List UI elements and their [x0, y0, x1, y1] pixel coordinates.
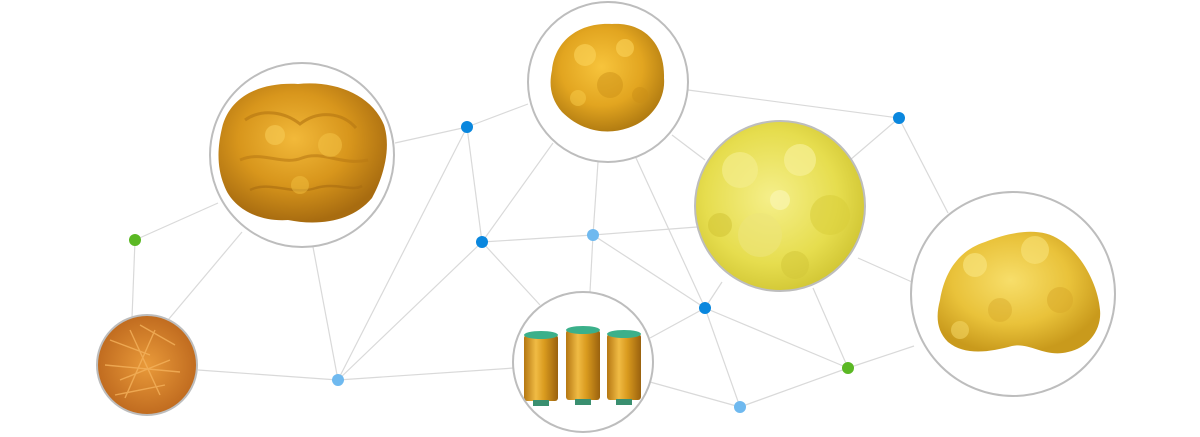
yarn-spool-middle [566, 326, 600, 405]
fluffy-pale-yellow-fiber-image [694, 120, 866, 292]
node-blue [476, 236, 488, 248]
node-light-blue [587, 229, 599, 241]
chopped-orange-fiber-image [96, 314, 198, 416]
yarn-spool-right [607, 330, 641, 405]
node-blue [461, 121, 473, 133]
node-blue [893, 112, 905, 124]
gold-yarn-spools-image [512, 291, 654, 433]
connection-lines [131, 89, 949, 408]
network-nodes [129, 112, 905, 413]
yarn-spool-left [524, 331, 558, 406]
node-green [129, 234, 141, 246]
node-green [842, 362, 854, 374]
node-light-blue [734, 401, 746, 413]
sponge-yellow-fiber-image [527, 1, 689, 163]
chunky-yellow-fiber-image [910, 191, 1116, 397]
crumbly-yellow-fiber-image [209, 62, 395, 248]
node-light-blue [332, 374, 344, 386]
node-blue [699, 302, 711, 314]
